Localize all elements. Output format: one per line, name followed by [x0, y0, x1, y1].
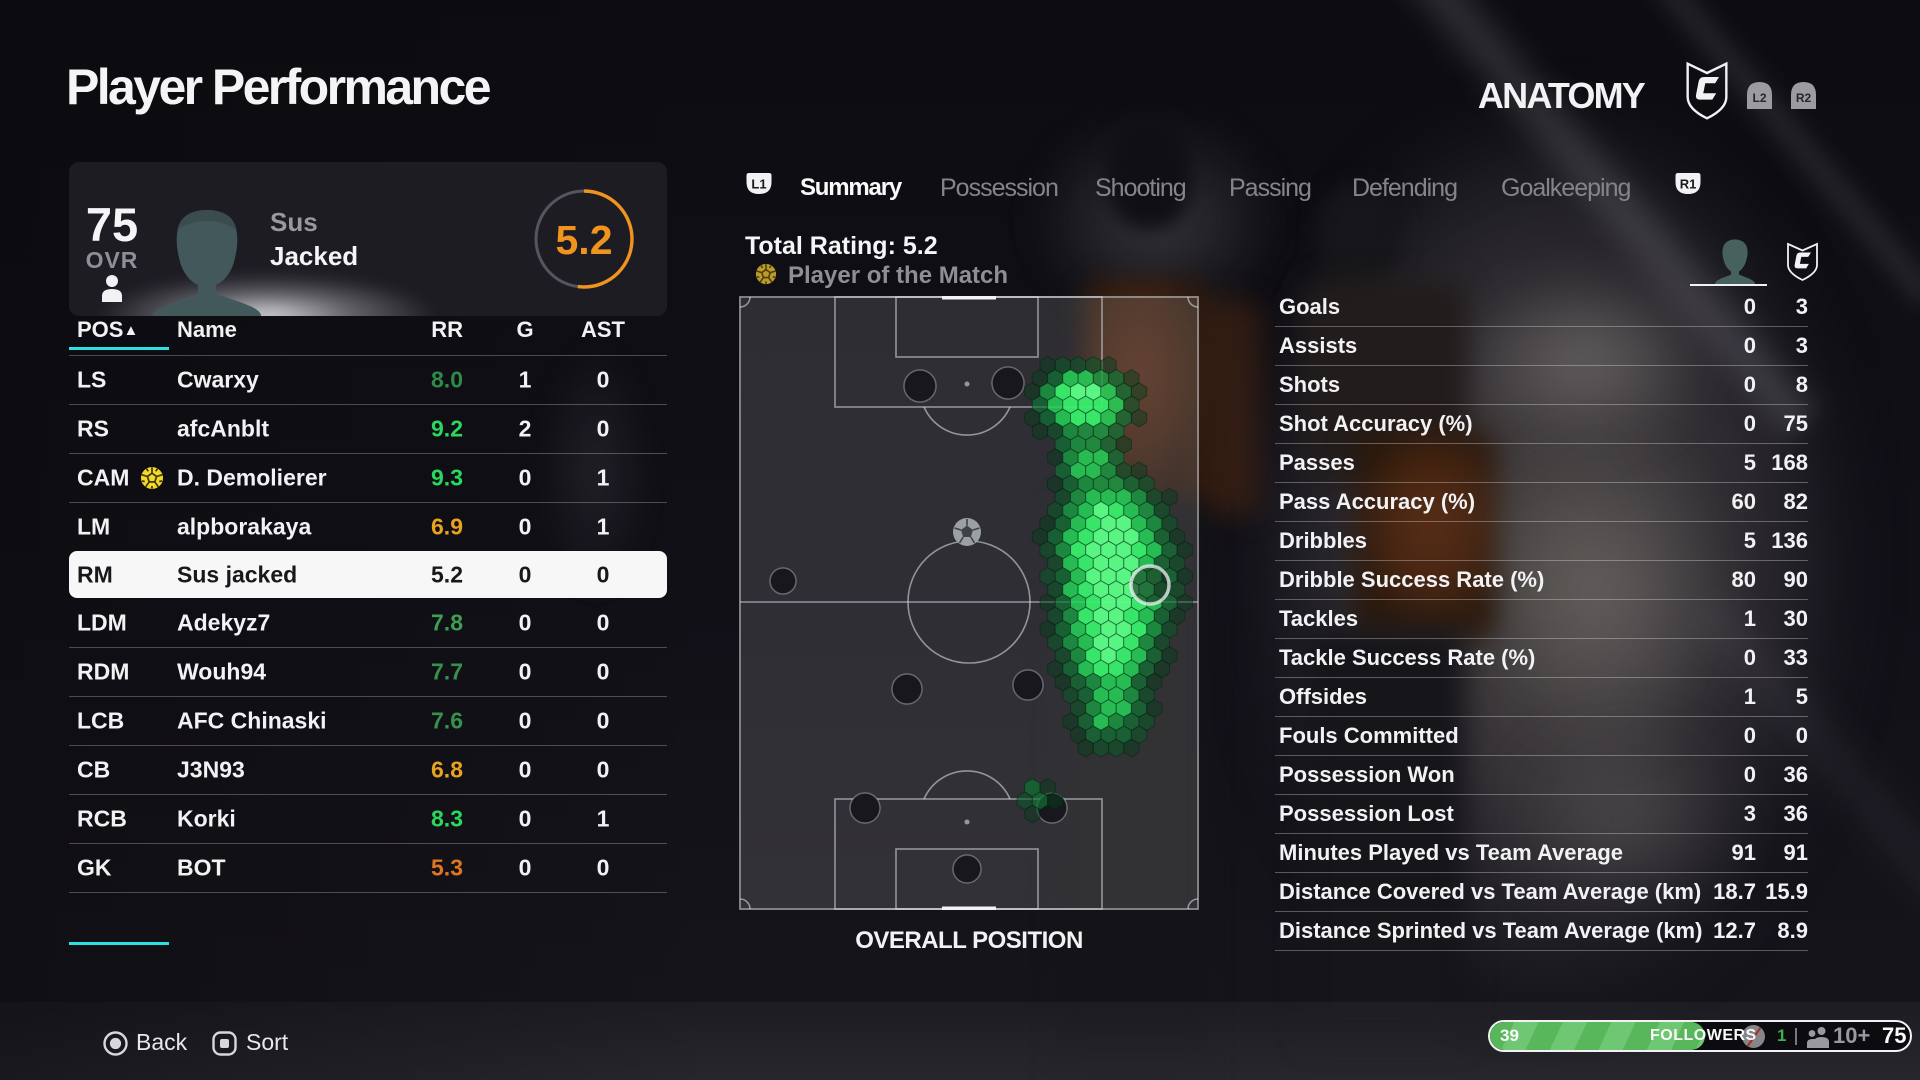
- svg-text:R2: R2: [1796, 91, 1812, 105]
- svg-text:L2: L2: [1752, 91, 1766, 105]
- svg-text:5.2: 5.2: [556, 217, 613, 263]
- svg-text:L1: L1: [751, 177, 766, 192]
- svg-text:R1: R1: [1680, 177, 1697, 192]
